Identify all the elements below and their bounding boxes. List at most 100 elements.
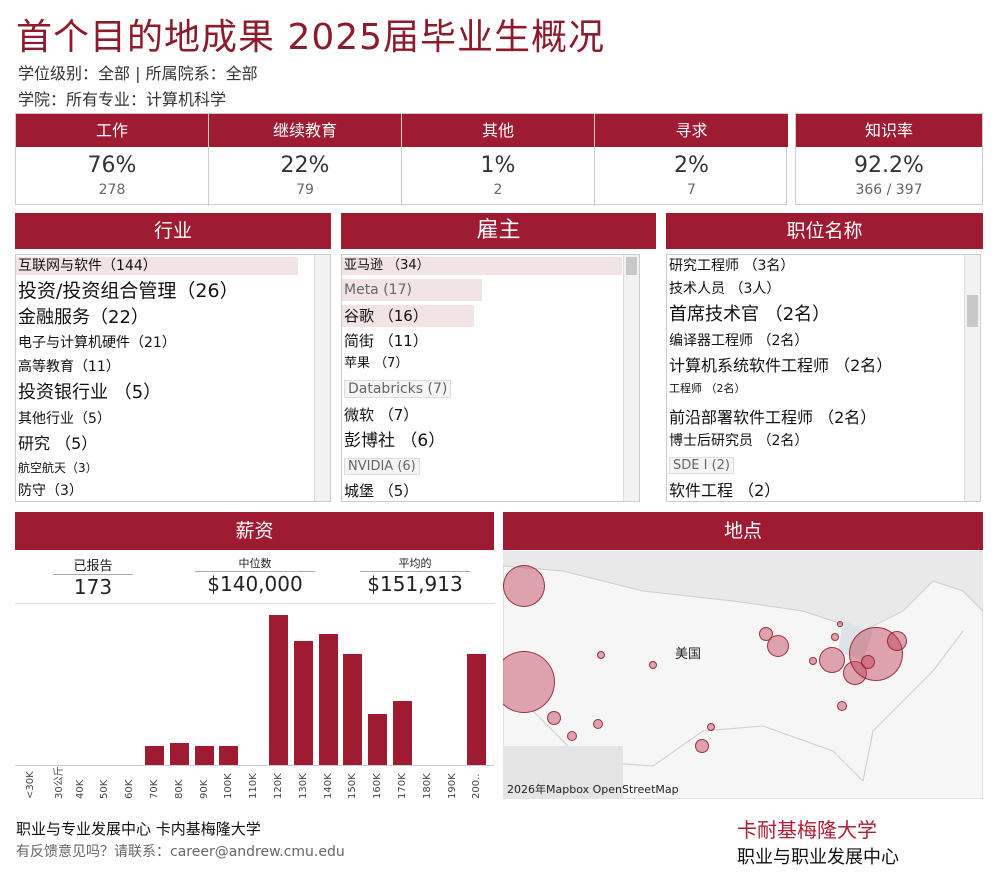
stat-value: 173 bbox=[73, 575, 113, 599]
histogram-bar[interactable] bbox=[194, 746, 214, 765]
kpi-count: 79 bbox=[296, 182, 314, 198]
list-item[interactable]: 苹果 （7） bbox=[344, 356, 409, 371]
location-bubble[interactable] bbox=[593, 719, 603, 729]
stat-label: 平均的 bbox=[360, 555, 470, 572]
industry-list[interactable]: 互联网与软件（144） 投资/投资组合管理（26） 金融服务（22） 电子与计算… bbox=[15, 254, 331, 502]
list-item[interactable]: SDE I (2) bbox=[667, 453, 980, 479]
list-item[interactable]: 其他行业（5） bbox=[18, 411, 111, 427]
list-item[interactable]: 谷歌 （16） bbox=[342, 303, 639, 329]
kpi-count: 278 bbox=[98, 182, 126, 198]
list-item[interactable]: 编译器工程师 （2名） bbox=[669, 333, 809, 349]
location-bubble[interactable] bbox=[767, 635, 789, 657]
list-item[interactable]: Meta (17) bbox=[342, 277, 639, 303]
location-bubble[interactable] bbox=[707, 723, 715, 731]
list-item[interactable]: 微软 （7） bbox=[344, 406, 419, 424]
center-brand: 职业与职业发展中心 bbox=[737, 847, 899, 868]
x-tick-label: 70K bbox=[149, 779, 160, 799]
location-bubble[interactable] bbox=[831, 633, 839, 641]
position-scrollbar[interactable] bbox=[964, 255, 980, 501]
location-map[interactable]: 美国 2026年Mapbox OpenStreetMap bbox=[503, 551, 983, 799]
list-item[interactable]: 城堡 （5） bbox=[344, 482, 419, 500]
histogram-bar[interactable] bbox=[269, 615, 288, 765]
position-list[interactable]: 研究工程师 （3名） 技术人员 （3人） 首席技术官 （2名） 编译器工程师 （… bbox=[666, 254, 981, 502]
list-item[interactable]: 互联网与软件（144） bbox=[16, 255, 330, 277]
salary-histogram: <30K 30公斤 40K 50K 60K 70K 80K 90K 100K 110K 120K 13… bbox=[15, 612, 494, 802]
page-title: 首个目的地成果 2025届毕业生概况 bbox=[16, 17, 606, 58]
list-item[interactable]: 首席技术官 （2名） bbox=[669, 304, 831, 325]
list-item[interactable]: 技术人员 （3人） bbox=[669, 281, 781, 297]
list-item[interactable]: 防守（3） bbox=[18, 483, 83, 499]
footer-org: 职业与专业发展中心 卡内基梅隆大学 bbox=[16, 820, 261, 838]
x-tick-label: 170K bbox=[397, 773, 408, 799]
location-bubble[interactable] bbox=[597, 651, 605, 659]
kpi-knowledge-rate[interactable]: 知识率 92.2% 366 / 397 bbox=[795, 113, 983, 205]
map-credit[interactable]: 2026年Mapbox OpenStreetMap bbox=[507, 783, 679, 796]
filter-line-2[interactable]: 学院：所有专业：计算机科学 bbox=[18, 90, 227, 109]
location-bubble[interactable] bbox=[503, 651, 555, 713]
kpi-work[interactable]: 工作 76% 278 bbox=[16, 114, 209, 206]
list-item[interactable]: 高等教育（11） bbox=[18, 359, 120, 375]
employer-header: 雇主 bbox=[341, 213, 656, 249]
histogram-bar[interactable] bbox=[368, 714, 388, 765]
kpi-other[interactable]: 其他 1% 2 bbox=[402, 114, 595, 206]
x-axis-line bbox=[15, 765, 494, 766]
histogram-bar[interactable] bbox=[318, 633, 338, 765]
university-brand: 卡耐基梅隆大学 bbox=[737, 818, 877, 842]
list-item[interactable]: 投资/投资组合管理（26） bbox=[18, 280, 239, 302]
histogram-bar[interactable] bbox=[293, 641, 313, 765]
histogram-bar[interactable] bbox=[169, 742, 189, 765]
list-item[interactable]: NVIDIA (6) bbox=[342, 455, 639, 479]
histogram-bar[interactable] bbox=[343, 654, 363, 765]
location-bubble[interactable] bbox=[695, 739, 709, 753]
list-item[interactable]: 彭博社 （6） bbox=[344, 431, 446, 451]
list-item[interactable]: 投资银行业 （5） bbox=[18, 382, 162, 403]
list-item[interactable]: 软件工程 （2） bbox=[669, 481, 781, 500]
outcome-kpis: 工作 76% 278 继续教育 22% 79 其他 1% 2 寻求 2% 7 bbox=[15, 113, 788, 206]
histogram-bar[interactable] bbox=[219, 746, 239, 765]
employer-list[interactable]: 亚马逊 （34） Meta (17) 谷歌 （16） 简街 （11） 苹果 （7… bbox=[341, 254, 640, 502]
stat-reported: 已报告 173 bbox=[53, 555, 133, 599]
list-item[interactable]: 研究工程师 （3名） bbox=[669, 258, 795, 274]
list-item[interactable]: 简街 （11） bbox=[344, 332, 428, 350]
histogram-bar[interactable] bbox=[393, 701, 412, 765]
employer-scrollbar[interactable] bbox=[623, 255, 639, 501]
x-tick-label: 150K bbox=[347, 773, 359, 799]
location-bubble[interactable] bbox=[887, 631, 907, 651]
kpi-continuing-ed[interactable]: 继续教育 22% 79 bbox=[209, 114, 402, 206]
list-item[interactable]: 研究 （5） bbox=[18, 434, 98, 453]
location-bubble[interactable] bbox=[809, 657, 817, 665]
industry-header: 行业 bbox=[15, 213, 331, 249]
x-tick-label: 190K bbox=[446, 773, 458, 799]
list-item[interactable]: 航空航天（3） bbox=[18, 461, 98, 475]
x-tick-label: 140K bbox=[322, 773, 334, 799]
list-item[interactable]: 计算机系统软件工程师 （2名） bbox=[669, 356, 893, 375]
x-tick-label: 110K bbox=[248, 773, 260, 799]
location-bubble[interactable] bbox=[837, 621, 843, 627]
kpi-count: 366 / 397 bbox=[855, 182, 923, 198]
industry-scrollbar[interactable] bbox=[314, 255, 330, 501]
histogram-bar[interactable] bbox=[467, 654, 487, 765]
location-bubble[interactable] bbox=[819, 647, 845, 673]
x-tick-label: 80K bbox=[173, 779, 185, 799]
stat-median: 中位数 $140,000 bbox=[195, 555, 315, 596]
kpi-label: 知识率 bbox=[796, 114, 982, 147]
footer-feedback[interactable]: 有反馈意见吗？请联系：career@andrew.cmu.edu bbox=[16, 844, 345, 860]
location-bubble[interactable] bbox=[567, 731, 577, 741]
histogram-bar[interactable] bbox=[145, 746, 164, 765]
list-item[interactable]: 亚马逊 （34） bbox=[342, 255, 639, 277]
list-item[interactable]: Databricks (7) bbox=[342, 375, 639, 403]
list-item[interactable]: 金融服务（22） bbox=[18, 307, 149, 328]
location-bubble[interactable] bbox=[861, 655, 875, 669]
location-bubble[interactable] bbox=[649, 661, 657, 669]
list-item[interactable]: 工程师 （2名） bbox=[669, 382, 746, 395]
location-bubble[interactable] bbox=[837, 701, 847, 711]
list-item[interactable]: 博士后研究员 （2名） bbox=[669, 433, 809, 449]
kpi-seeking[interactable]: 寻求 2% 7 bbox=[595, 114, 788, 206]
location-bubble[interactable] bbox=[503, 565, 545, 607]
list-item[interactable]: 前沿部署软件工程师 （2名） bbox=[669, 408, 877, 427]
list-item[interactable]: 电子与计算机硬件（21） bbox=[18, 335, 176, 351]
stat-label: 中位数 bbox=[195, 555, 315, 572]
kpi-label: 工作 bbox=[16, 114, 208, 147]
location-bubble[interactable] bbox=[547, 711, 561, 725]
filter-line-1[interactable]: 学位级别：全部 | 所属院系：全部 bbox=[18, 64, 258, 83]
